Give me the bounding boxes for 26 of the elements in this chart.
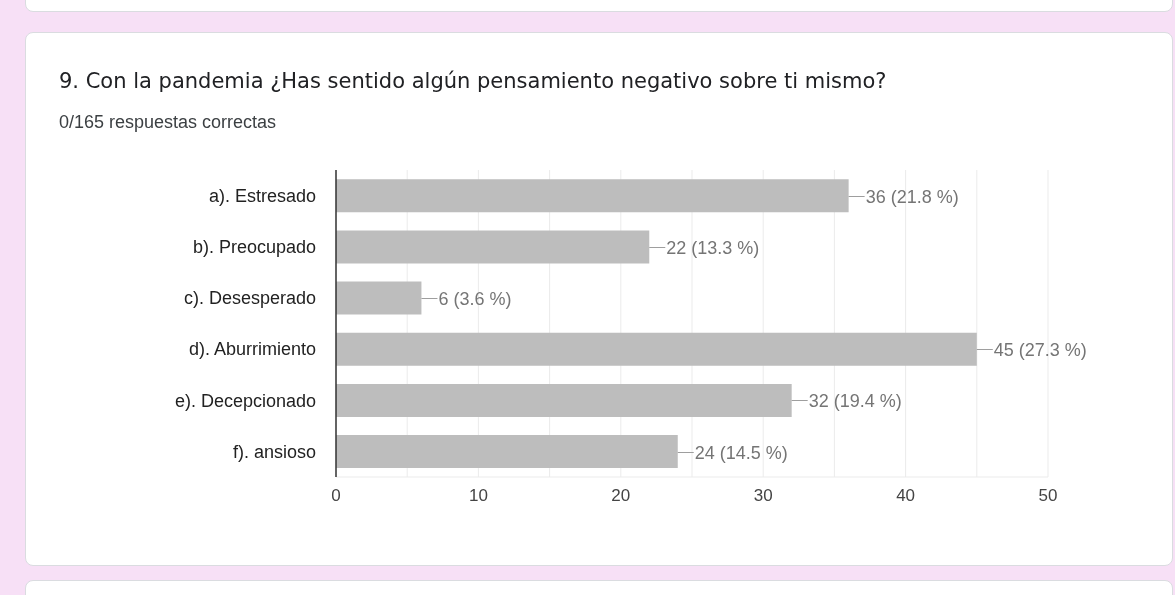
data-label: 24 (14.5 %) [694, 442, 788, 463]
y-tick-label: a). Estresado [208, 185, 316, 206]
data-label: 32 (19.4 %) [808, 390, 902, 411]
data-label: 36 (21.8 %) [865, 186, 959, 207]
y-tick-label: c). Desesperado [183, 288, 316, 309]
y-tick-label: b). Preocupado [192, 237, 316, 258]
bar [336, 281, 422, 315]
data-label: 45 (27.3 %) [993, 339, 1087, 360]
x-tick-label: 40 [896, 486, 916, 506]
x-tick-label: 20 [611, 486, 631, 506]
bar [336, 230, 650, 264]
bar [336, 435, 678, 469]
x-tick-label: 10 [468, 486, 488, 506]
bar [336, 332, 977, 366]
x-tick-label: 50 [1038, 486, 1058, 506]
chart-title: 9. Con la pandemia ¿Has sentido algún pensamiento negativo sobre ti mismo? [59, 69, 887, 93]
data-label: 22 (13.3 %) [666, 237, 760, 258]
x-tick-label: 30 [753, 486, 773, 506]
x-tick-label: 0 [331, 486, 341, 506]
text: 0/165 respuestas correctas [59, 112, 277, 132]
data-label: 6 (3.6 %) [438, 288, 512, 309]
y-tick-label: e). Decepcionado [174, 390, 316, 411]
y-tick-label: d). Aburrimiento [188, 339, 316, 360]
y-tick-label: f). ansioso [232, 441, 316, 462]
bar [336, 179, 849, 213]
bar [336, 383, 792, 417]
